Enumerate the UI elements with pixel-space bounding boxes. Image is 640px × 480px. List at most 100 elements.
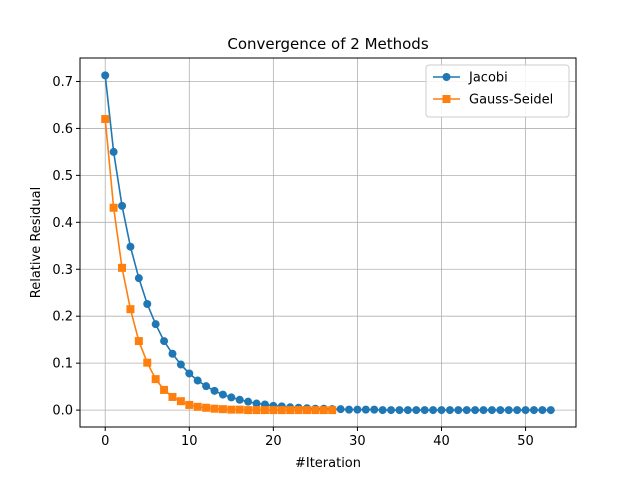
data-point	[277, 406, 286, 415]
data-point	[168, 349, 177, 358]
data-point	[429, 406, 438, 415]
data-point	[193, 402, 202, 411]
data-point	[151, 375, 160, 384]
data-point	[546, 406, 555, 415]
data-point	[294, 406, 303, 415]
legend-label: Gauss-Seidel	[469, 93, 553, 108]
data-point	[403, 406, 412, 415]
data-point	[395, 406, 404, 415]
data-point	[496, 406, 505, 415]
data-point	[134, 274, 143, 283]
data-point	[244, 406, 253, 415]
legend-item: Gauss-Seidel	[433, 93, 553, 108]
data-point	[487, 406, 496, 415]
data-point	[185, 369, 194, 378]
data-point	[378, 406, 387, 415]
plot-frame	[79, 57, 577, 428]
data-point	[101, 71, 110, 80]
data-point	[252, 399, 261, 408]
data-point	[538, 406, 547, 415]
x-tick-label: 20	[265, 434, 282, 449]
data-point	[202, 403, 211, 412]
data-point	[244, 397, 253, 406]
data-point	[118, 201, 127, 210]
data-point	[176, 360, 185, 369]
data-point	[227, 405, 236, 414]
y-axis-label: Relative Residual	[29, 187, 44, 298]
y-tick-label: 0.6	[52, 122, 73, 137]
axis-ticks: 0 10 20 30 40 50 0.0 0.1 0.2 0.3 0.4 0.5 0.6 0.7	[52, 75, 534, 449]
data-point	[387, 406, 396, 415]
y-tick-label: 0.5	[52, 169, 73, 184]
data-point	[328, 406, 337, 415]
data-point	[202, 382, 211, 391]
data-point	[361, 405, 370, 414]
data-point	[311, 406, 320, 415]
data-point	[445, 406, 454, 415]
data-point	[160, 337, 169, 346]
data-point	[336, 405, 345, 414]
data-point	[185, 400, 194, 409]
y-tick-label: 0.2	[52, 310, 73, 325]
legend-item: Jacobi	[433, 71, 508, 86]
data-point	[454, 406, 463, 415]
data-point	[471, 406, 480, 415]
x-axis-label: #Iteration	[295, 456, 361, 471]
data-point	[513, 406, 522, 415]
data-point	[143, 358, 152, 367]
grid-lines	[80, 58, 576, 427]
legend: Jacobi Gauss-Seidel	[425, 64, 570, 118]
data-point	[504, 406, 513, 415]
data-point	[218, 390, 227, 399]
y-tick-label: 0.7	[52, 75, 73, 90]
data-point	[345, 405, 354, 414]
x-tick-label: 40	[433, 434, 450, 449]
data-point	[252, 406, 261, 415]
data-series	[101, 71, 555, 415]
data-point	[370, 405, 379, 414]
data-point	[218, 405, 227, 414]
series-line	[104, 118, 333, 411]
data-point	[462, 406, 471, 415]
data-point	[160, 385, 169, 394]
data-point	[126, 305, 135, 314]
data-point	[412, 406, 421, 415]
data-point	[235, 405, 244, 414]
legend-marker	[442, 73, 451, 81]
y-tick-label: 0.4	[52, 216, 73, 231]
x-tick-label: 30	[349, 434, 366, 449]
data-point	[109, 147, 118, 156]
data-point	[437, 406, 446, 415]
data-point	[286, 406, 295, 415]
y-tick-label: 0.1	[52, 357, 73, 372]
x-tick-label: 0	[101, 434, 109, 449]
data-point	[168, 392, 177, 401]
legend-box	[425, 64, 570, 118]
data-point	[479, 406, 488, 415]
data-point	[134, 337, 143, 346]
data-point	[353, 405, 362, 414]
y-tick-label: 0.3	[52, 263, 73, 278]
data-point	[227, 393, 236, 402]
data-point	[176, 397, 185, 406]
data-point	[193, 376, 202, 385]
data-point	[235, 395, 244, 404]
data-point	[118, 263, 127, 272]
data-point	[151, 320, 160, 329]
legend-marker	[442, 95, 451, 103]
data-point	[420, 406, 429, 415]
data-point	[143, 300, 152, 308]
data-point	[260, 406, 269, 415]
legend-label: Jacobi	[468, 71, 508, 86]
chart-title: Convergence of 2 Methods	[227, 35, 428, 53]
data-point	[101, 115, 110, 124]
data-point	[210, 404, 219, 413]
data-point	[210, 386, 219, 395]
x-tick-label: 50	[517, 434, 534, 449]
data-point	[529, 406, 538, 415]
x-tick-label: 10	[181, 434, 198, 449]
data-point	[521, 406, 530, 415]
data-point	[126, 242, 135, 251]
